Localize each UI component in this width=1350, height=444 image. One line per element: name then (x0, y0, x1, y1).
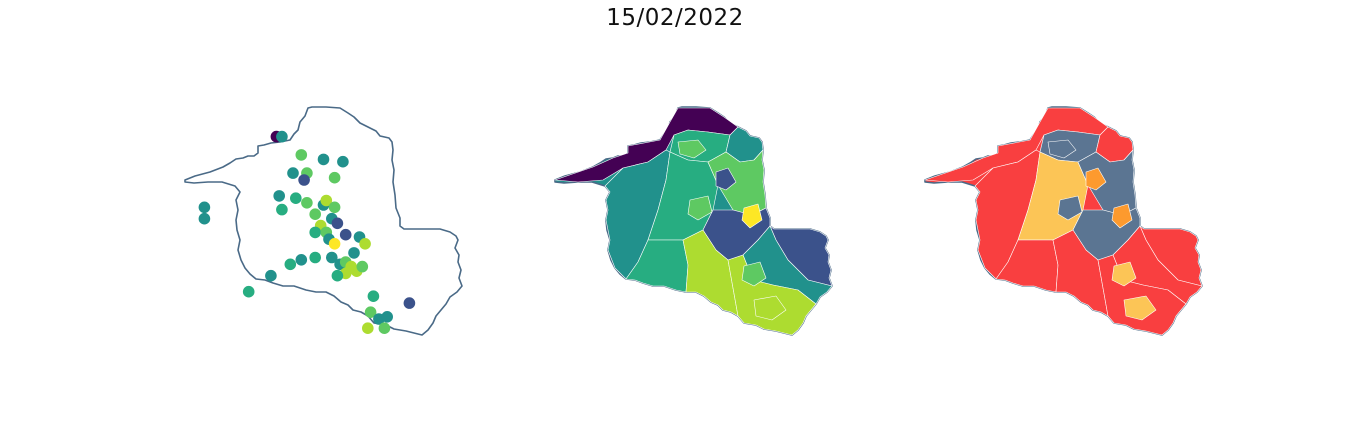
municipality-point-8 (298, 174, 310, 186)
municipality-point-29 (359, 238, 371, 250)
municipality-point-34 (326, 251, 338, 264)
municipality-points-layer (198, 130, 416, 334)
municipality-point-17 (198, 212, 211, 225)
municipality-point-3 (295, 149, 308, 161)
municipality-point-26 (328, 238, 341, 250)
municipality-point-23 (309, 226, 321, 239)
risk-category-map (918, 90, 1248, 350)
municipality-point-21 (331, 217, 344, 230)
municipality-point-44 (367, 290, 380, 302)
municipality-point-41 (331, 269, 344, 282)
points-map-svg (184, 106, 463, 336)
municipality-point-15 (328, 201, 341, 214)
municipality-point-6 (287, 167, 299, 179)
municipality-point-4 (317, 153, 330, 166)
municipality-point-32 (295, 254, 308, 266)
municipality-point-43 (242, 285, 255, 298)
municipality-regions-layer (554, 106, 833, 336)
risk-category-map-svg (924, 106, 1203, 336)
municipality-point-2 (276, 130, 288, 143)
patch-c (687, 195, 713, 221)
region-south-center (682, 229, 739, 317)
municipality-point-18 (276, 203, 288, 216)
patch-a (677, 139, 707, 159)
municipality-point-48 (381, 311, 393, 323)
municipality-point-12 (301, 197, 313, 209)
municipality-point-45 (403, 297, 416, 309)
municipality-point-49 (362, 322, 374, 334)
municipality-point-30 (348, 247, 360, 259)
municipality-point-50 (378, 322, 391, 334)
region-south-center (1052, 229, 1109, 317)
points-map (178, 90, 508, 350)
municipality-point-27 (339, 228, 352, 241)
municipality-point-39 (356, 260, 369, 273)
choropleth-map-svg (554, 106, 833, 336)
patch-b (1085, 167, 1107, 191)
patch-f (753, 295, 787, 321)
municipality-point-16 (198, 201, 211, 214)
municipality-point-14 (320, 194, 333, 207)
municipality-point-5 (337, 155, 349, 168)
patch-d (741, 203, 763, 229)
map-date-title: 15/02/2022 (606, 5, 744, 31)
choropleth-map (548, 90, 878, 350)
patch-f (1123, 295, 1157, 321)
municipality-point-9 (328, 171, 341, 184)
municipality-point-42 (265, 269, 277, 282)
patch-d (1111, 203, 1133, 229)
municipality-point-46 (364, 306, 377, 318)
patch-a (1047, 139, 1077, 159)
municipality-point-19 (309, 208, 321, 220)
patch-b (715, 167, 737, 191)
municipality-point-33 (284, 258, 297, 271)
municipality-point-11 (290, 192, 302, 204)
municipality-point-31 (309, 251, 321, 264)
municipality-point-10 (273, 190, 285, 202)
risk-regions-layer (924, 106, 1203, 336)
patch-c (1057, 195, 1083, 221)
patch-e (1111, 261, 1137, 287)
patch-e (741, 261, 767, 287)
